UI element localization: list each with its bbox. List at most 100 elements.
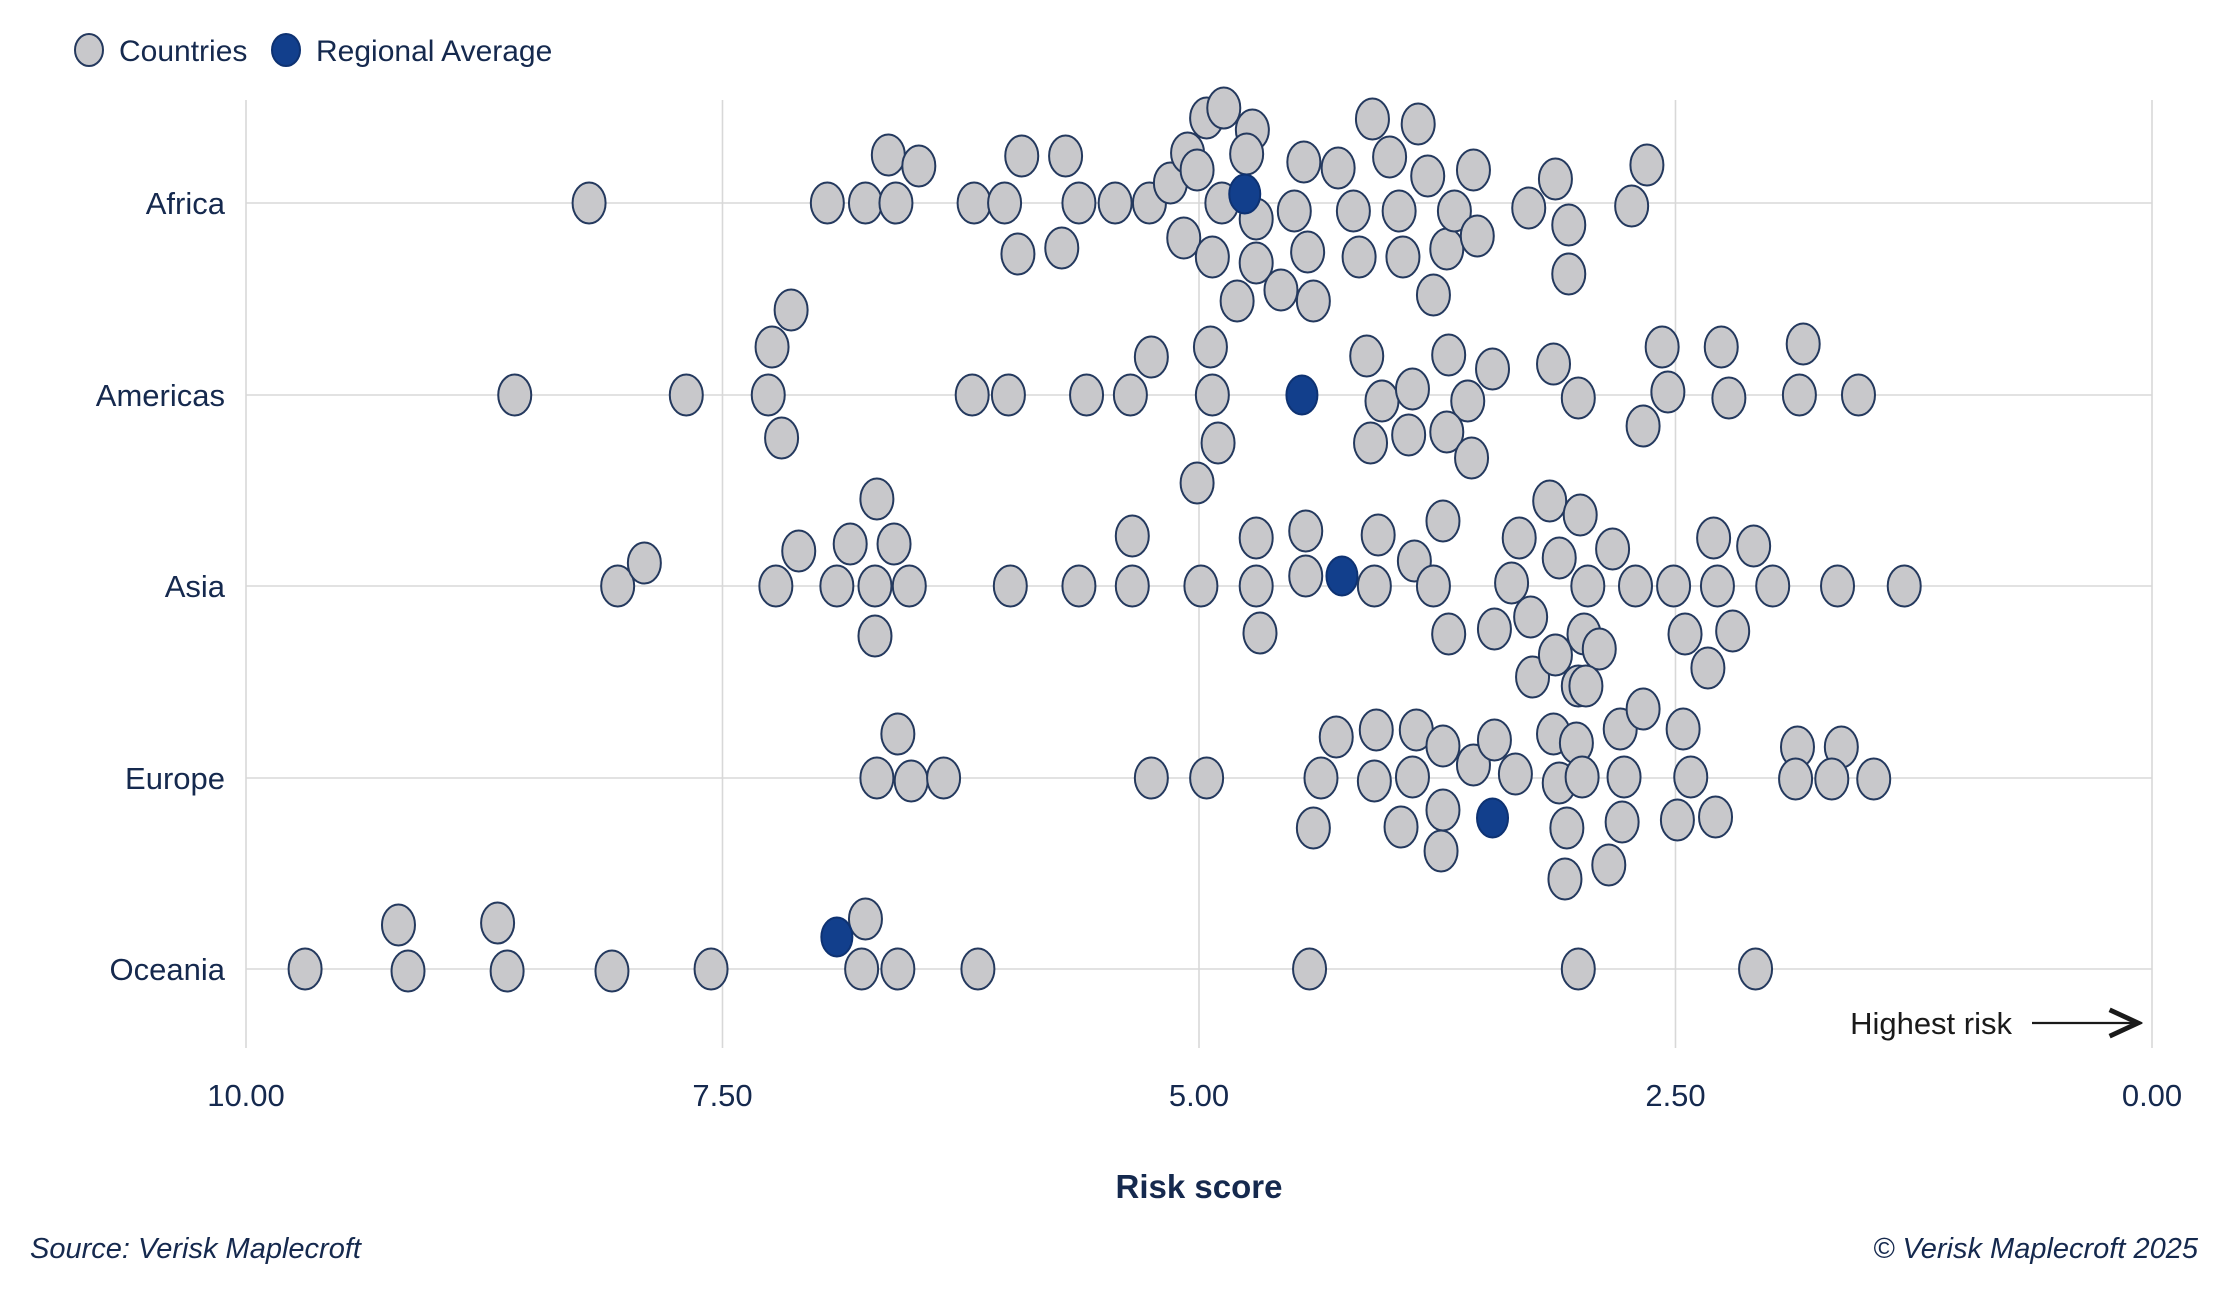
- country-dot: [668, 373, 704, 417]
- country-dot: [773, 288, 809, 332]
- country-dot: [960, 947, 996, 991]
- country-dot: [1425, 499, 1461, 543]
- country-dot: [1381, 189, 1417, 233]
- country-dot: [1238, 564, 1274, 608]
- country-dot: [1200, 421, 1236, 465]
- country-dot: [893, 759, 929, 803]
- country-dot: [876, 522, 912, 566]
- country-dot: [1476, 718, 1512, 762]
- country-dot: [1349, 334, 1385, 378]
- country-dot: [1044, 226, 1080, 270]
- country-dot: [1415, 564, 1451, 608]
- legend: Countries Regional Average: [74, 33, 552, 68]
- regional-average-dot: [820, 916, 854, 958]
- legend-regional-average-label: Regional Average: [316, 35, 552, 68]
- country-dot: [1358, 708, 1394, 752]
- country-dot: [1303, 756, 1339, 800]
- country-dot: [1625, 687, 1661, 731]
- y-axis-labels: Africa Americas Asia Europe Oceania: [96, 186, 226, 987]
- country-dot: [1394, 367, 1430, 411]
- country-dot: [1625, 404, 1661, 448]
- country-dot: [1650, 370, 1686, 414]
- footer: Source: Verisk Maplecroft © Verisk Maple…: [30, 1233, 2199, 1265]
- country-dot: [1192, 325, 1228, 369]
- country-dot: [1238, 516, 1274, 560]
- country-dot: [1551, 252, 1587, 296]
- country-dot: [1617, 564, 1653, 608]
- country-dot: [626, 541, 662, 585]
- country-dot: [1372, 135, 1408, 179]
- country-dot: [1290, 230, 1326, 274]
- country-dot: [1840, 373, 1876, 417]
- country-dot: [390, 949, 426, 993]
- country-dot: [1570, 564, 1606, 608]
- country-dot: [1069, 373, 1105, 417]
- country-dot: [1604, 800, 1640, 844]
- country-dot: [1606, 755, 1642, 799]
- country-dot: [1166, 216, 1202, 260]
- country-dot: [832, 522, 868, 566]
- country-dot: [1004, 134, 1040, 178]
- country-dot: [1501, 516, 1537, 560]
- country-dot: [1423, 829, 1459, 873]
- country-dot: [987, 181, 1023, 225]
- highest-risk-annotation: Highest risk: [1850, 1006, 2136, 1041]
- country-dot: [1497, 752, 1533, 796]
- tick-10-00: 10.00: [207, 1078, 285, 1113]
- highest-risk-label: Highest risk: [1850, 1006, 2012, 1041]
- country-dot: [1048, 134, 1084, 178]
- country-dot: [1229, 132, 1265, 176]
- country-dot: [693, 947, 729, 991]
- country-dot: [1560, 376, 1596, 420]
- country-dot: [1659, 798, 1695, 842]
- country-dot: [1263, 268, 1299, 312]
- country-dot: [1455, 148, 1491, 192]
- country-dot: [901, 144, 937, 188]
- country-dot: [1431, 333, 1467, 377]
- x-axis-title: Risk score: [1116, 1168, 1283, 1205]
- country-dot: [1429, 227, 1465, 271]
- country-dot: [1454, 436, 1490, 480]
- country-dot: [1656, 564, 1692, 608]
- country-dot: [1581, 627, 1617, 671]
- country-dot: [1591, 843, 1627, 887]
- row-label-africa: Africa: [146, 186, 226, 221]
- country-dot: [1537, 633, 1573, 677]
- country-dot: [1886, 564, 1922, 608]
- regional-average-dot: [1285, 374, 1319, 416]
- country-dot: [1814, 757, 1850, 801]
- country-dot: [781, 529, 817, 573]
- country-dot: [990, 373, 1026, 417]
- country-dot: [1133, 756, 1169, 800]
- x-axis-tick-labels: 10.00 7.50 5.00 2.50 0.00: [207, 1078, 2182, 1113]
- country-dot: [1194, 373, 1230, 417]
- country-dot: [600, 564, 636, 608]
- row-label-oceania: Oceania: [110, 952, 226, 987]
- country-dot: [1400, 102, 1436, 146]
- country-dot: [1698, 795, 1734, 839]
- country-dot: [926, 756, 962, 800]
- country-dot: [1537, 157, 1573, 201]
- country-dot: [1383, 805, 1419, 849]
- country-dot: [859, 477, 895, 521]
- country-dot: [1513, 595, 1549, 639]
- country-dot: [1614, 184, 1650, 228]
- country-dot: [1494, 561, 1530, 605]
- country-dot: [1536, 342, 1572, 386]
- country-dot: [1320, 146, 1356, 190]
- country-dot: [489, 949, 525, 993]
- tick-0-00: 0.00: [2122, 1078, 2182, 1113]
- country-dot: [1476, 607, 1512, 651]
- country-dot: [954, 373, 990, 417]
- country-dot: [847, 897, 883, 941]
- regional-average-dot: [1228, 173, 1262, 215]
- country-dot: [1738, 947, 1774, 991]
- country-dot: [1189, 756, 1225, 800]
- country-dot: [1425, 724, 1461, 768]
- country-dot: [878, 181, 914, 225]
- country-dot: [1629, 143, 1665, 187]
- country-dot: [1425, 788, 1461, 832]
- tick-5-00: 5.00: [1169, 1078, 1229, 1113]
- country-dot: [1114, 564, 1150, 608]
- source-note: Source: Verisk Maplecroft: [30, 1233, 363, 1265]
